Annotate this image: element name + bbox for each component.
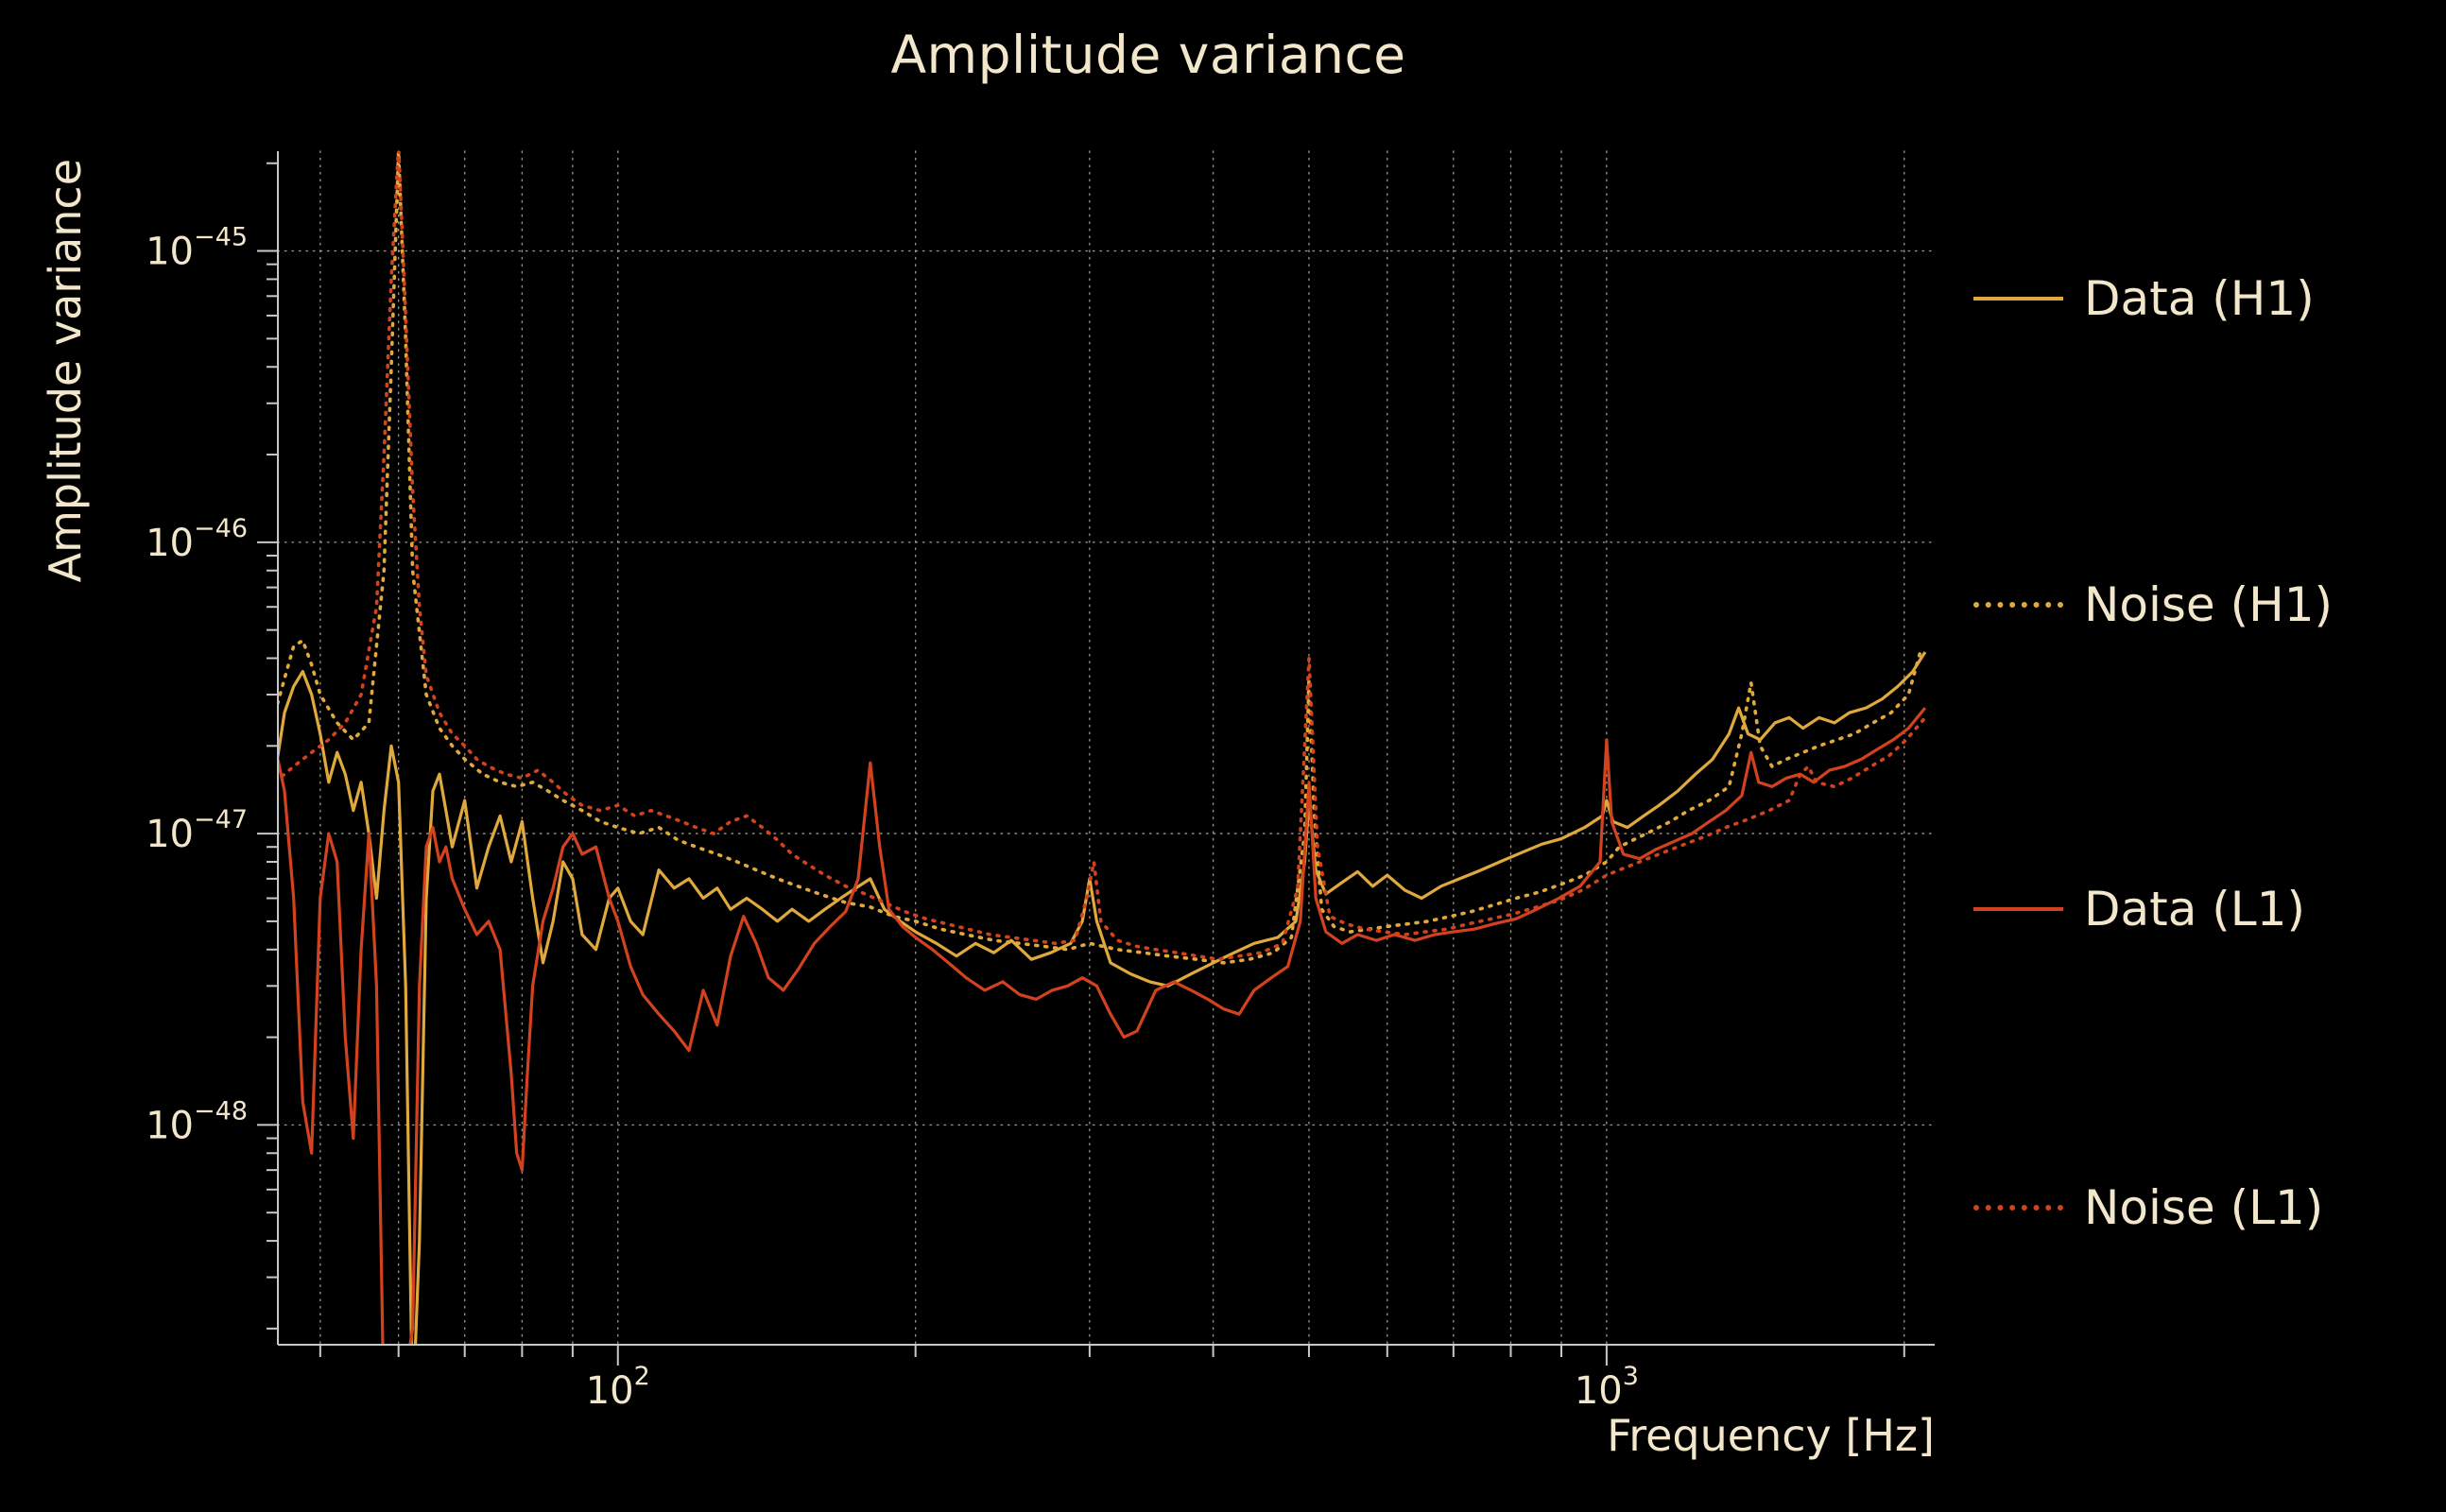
svg-text:10−48: 10−48	[146, 1096, 248, 1147]
legend-line-solid-red	[1973, 907, 2063, 911]
svg-text:102: 102	[586, 1362, 650, 1413]
legend-item-data-h1: Data (H1)	[1973, 268, 2315, 329]
legend-item-noise-l1: Noise (L1)	[1973, 1177, 2323, 1238]
chart-title: Amplitude variance	[890, 25, 1406, 85]
svg-text:10−47: 10−47	[146, 805, 248, 856]
x-axis-title: Frequency [Hz]	[1607, 1410, 1935, 1461]
legend-line-dotted-red	[1973, 1205, 2063, 1211]
legend-item-data-l1: Data (L1)	[1973, 879, 2305, 939]
legend-label-noise-h1: Noise (H1)	[2084, 577, 2334, 632]
legend-label-data-l1: Data (L1)	[2084, 882, 2305, 936]
svg-text:103: 103	[1575, 1362, 1639, 1413]
legend-label-noise-l1: Noise (L1)	[2084, 1180, 2324, 1235]
legend-item-noise-h1: Noise (H1)	[1973, 575, 2333, 635]
legend-line-solid-gold	[1973, 297, 2063, 301]
legend-label-data-h1: Data (H1)	[2084, 271, 2315, 326]
svg-text:10−45: 10−45	[146, 223, 248, 274]
svg-text:10−46: 10−46	[146, 514, 248, 565]
legend-line-dotted-gold	[1973, 602, 2063, 608]
